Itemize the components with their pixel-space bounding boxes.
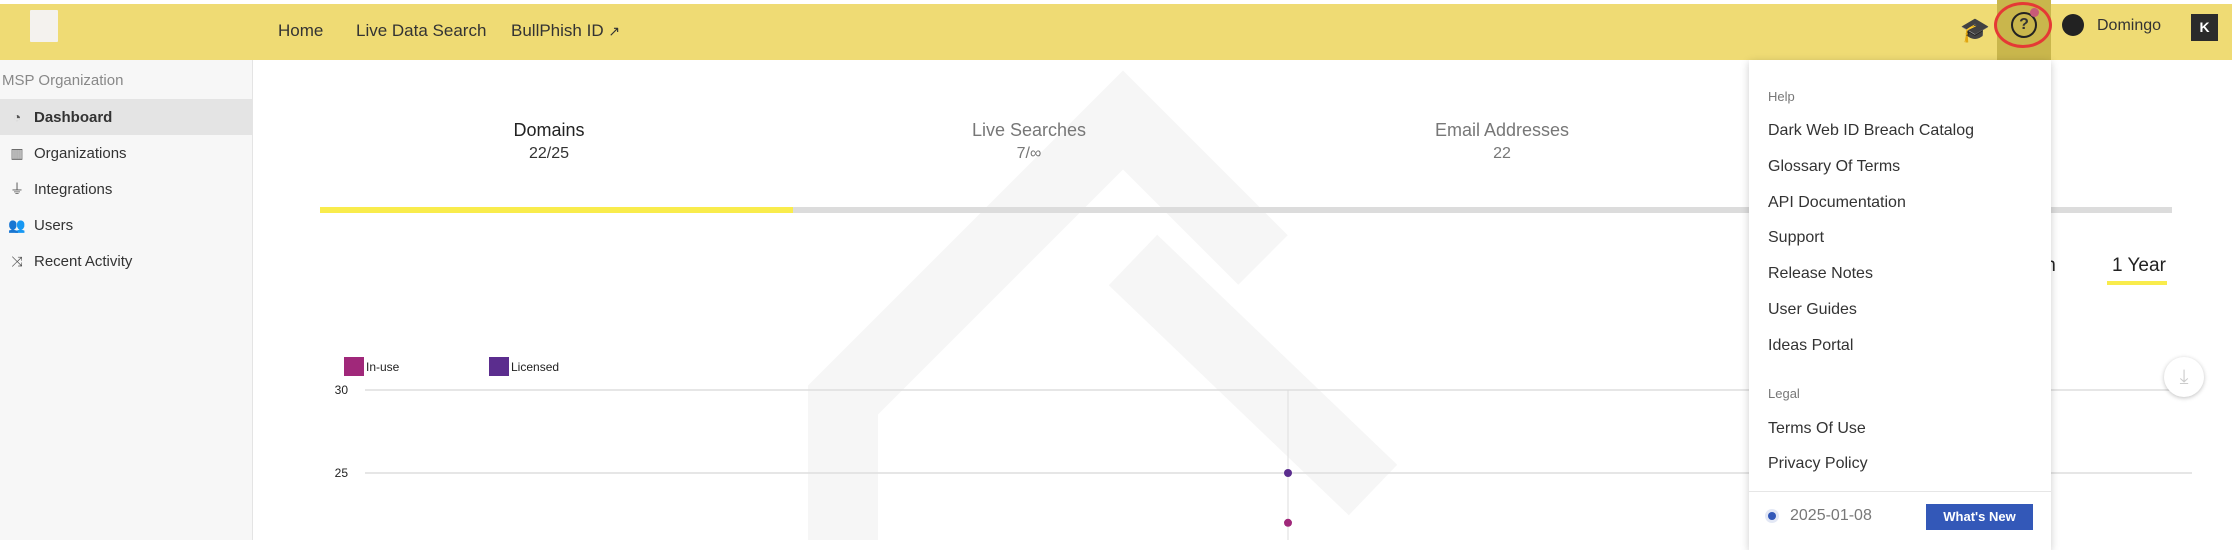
building-icon: ▥: [10, 144, 24, 161]
y-tick-label: 25: [335, 466, 349, 480]
shuffle-icon: ⤨: [11, 252, 23, 269]
notification-dot: [2030, 8, 2039, 17]
legal-heading: Legal: [1768, 386, 1800, 401]
menu-item-user-guides[interactable]: User Guides: [1768, 301, 1857, 318]
version-date: 2025-01-08: [1790, 507, 1872, 524]
help-icon: ?: [2011, 12, 2037, 38]
org-name: MSP Organization: [2, 72, 124, 89]
help-button[interactable]: ?: [1994, 0, 2052, 60]
sidebar: MSP Organization ◔ Dashboard ▥ Organizatio…: [0, 60, 253, 540]
nav-home[interactable]: Home: [278, 21, 324, 40]
period-1-year[interactable]: 1 Year: [2112, 255, 2166, 276]
tab-live-searches[interactable]: Live Searches 7/∞: [879, 120, 1179, 163]
sidebar-item-label: Organizations: [34, 144, 127, 162]
user-avatar-icon[interactable]: [2062, 14, 2084, 36]
legend-label-licensed: Licensed: [511, 360, 559, 374]
sidebar-item-integrations[interactable]: ⏚ Integrations: [0, 171, 252, 207]
download-chart-button[interactable]: ⤓: [2164, 357, 2204, 397]
version-dot-icon: [1768, 512, 1776, 520]
dashboard-icon: ◔: [12, 109, 22, 125]
sidebar-item-label: Dashboard: [34, 108, 113, 126]
download-icon: ⤓: [2179, 366, 2189, 388]
menu-item-breach-catalog[interactable]: Dark Web ID Breach Catalog: [1768, 122, 1975, 139]
help-dropdown-menu: Help Dark Web ID Breach Catalog Glossary…: [1749, 60, 2051, 550]
nav-live-data-search[interactable]: Live Data Search: [356, 21, 487, 40]
top-header: Home Live Data Search BullPhish ID ↗ 🎓 ?…: [0, 0, 2232, 60]
legend-licensed[interactable]: Licensed: [489, 357, 559, 376]
legend-swatch-licensed: [489, 357, 509, 376]
menu-item-support[interactable]: Support: [1768, 229, 1825, 246]
external-link-icon: ↗: [608, 23, 621, 39]
menu-divider: [1749, 491, 2051, 492]
point-in-use: [1284, 518, 1292, 527]
plug-icon: ⏚: [10, 181, 24, 197]
menu-item-release-notes[interactable]: Release Notes: [1768, 265, 1873, 282]
period-active-underline: [2107, 281, 2167, 285]
point-licensed: [1284, 469, 1292, 477]
sidebar-item-recent-activity[interactable]: ⤨ Recent Activity: [0, 243, 252, 279]
users-icon: 👥: [8, 216, 26, 233]
legend-in-use[interactable]: In-use: [344, 357, 400, 376]
sidebar-item-dashboard[interactable]: ◔ Dashboard: [0, 99, 252, 135]
legend-label-in-use: In-use: [366, 360, 400, 374]
sidebar-item-organizations[interactable]: ▥ Organizations: [0, 135, 252, 171]
tab-label: Live Searches: [971, 120, 1087, 140]
kaseya-logo[interactable]: K: [2191, 14, 2218, 41]
menu-item-api-docs[interactable]: API Documentation: [1768, 194, 1906, 211]
graduation-cap-icon[interactable]: 🎓: [1960, 17, 1990, 44]
tab-value: 22: [1493, 145, 1511, 162]
sidebar-item-users[interactable]: 👥 Users: [0, 207, 252, 243]
whats-new-button[interactable]: What's New: [1926, 504, 2033, 530]
help-heading: Help: [1768, 89, 1795, 104]
user-name[interactable]: Domingo: [2097, 17, 2162, 34]
tab-domains[interactable]: Domains 22/25: [399, 120, 699, 163]
tab-active-indicator: [320, 207, 793, 213]
tab-label: Domains: [513, 120, 585, 140]
menu-item-ideas-portal[interactable]: Ideas Portal: [1768, 337, 1854, 354]
tab-value: 22/25: [528, 145, 570, 162]
nav-bullphish-id[interactable]: BullPhish ID ↗: [511, 21, 620, 41]
y-tick-label: 30: [335, 383, 349, 397]
org-logo[interactable]: [30, 10, 58, 42]
menu-item-privacy[interactable]: Privacy Policy: [1768, 455, 1868, 472]
sidebar-item-label: Recent Activity: [34, 252, 133, 270]
menu-item-glossary[interactable]: Glossary Of Terms: [1768, 158, 1901, 175]
sidebar-item-label: Integrations: [34, 180, 113, 198]
sidebar-item-label: Users: [34, 216, 74, 234]
tab-value: 7/∞: [1016, 145, 1042, 162]
legend-swatch-in-use: [344, 357, 364, 376]
tab-email-addresses[interactable]: Email Addresses 22: [1352, 120, 1652, 163]
menu-item-terms[interactable]: Terms Of Use: [1768, 420, 1866, 437]
tab-label: Email Addresses: [1434, 120, 1570, 140]
nav-bullphish-label: BullPhish ID: [511, 21, 604, 40]
tab-track: [320, 207, 2172, 213]
watermark-graphic: [808, 70, 1398, 540]
